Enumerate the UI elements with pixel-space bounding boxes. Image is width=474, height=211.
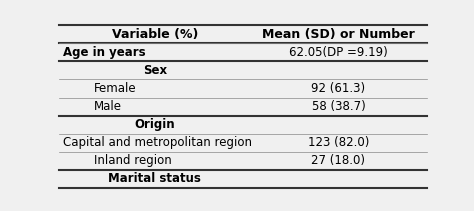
Text: Female: Female bbox=[94, 82, 136, 95]
Text: Age in years: Age in years bbox=[63, 46, 146, 59]
Text: 27 (18.0): 27 (18.0) bbox=[311, 154, 365, 167]
Text: Origin: Origin bbox=[135, 118, 175, 131]
Text: Inland region: Inland region bbox=[94, 154, 172, 167]
Text: Variable (%): Variable (%) bbox=[111, 28, 198, 41]
Text: Mean (SD) or Number: Mean (SD) or Number bbox=[262, 28, 415, 41]
Text: 62.05(DP =9.19): 62.05(DP =9.19) bbox=[289, 46, 388, 59]
Text: 92 (61.3): 92 (61.3) bbox=[311, 82, 365, 95]
Text: 123 (82.0): 123 (82.0) bbox=[308, 136, 369, 149]
Text: Sex: Sex bbox=[143, 64, 167, 77]
Text: Male: Male bbox=[94, 100, 122, 113]
Text: Marital status: Marital status bbox=[109, 172, 201, 185]
Text: Capital and metropolitan region: Capital and metropolitan region bbox=[63, 136, 252, 149]
Text: 58 (38.7): 58 (38.7) bbox=[311, 100, 365, 113]
